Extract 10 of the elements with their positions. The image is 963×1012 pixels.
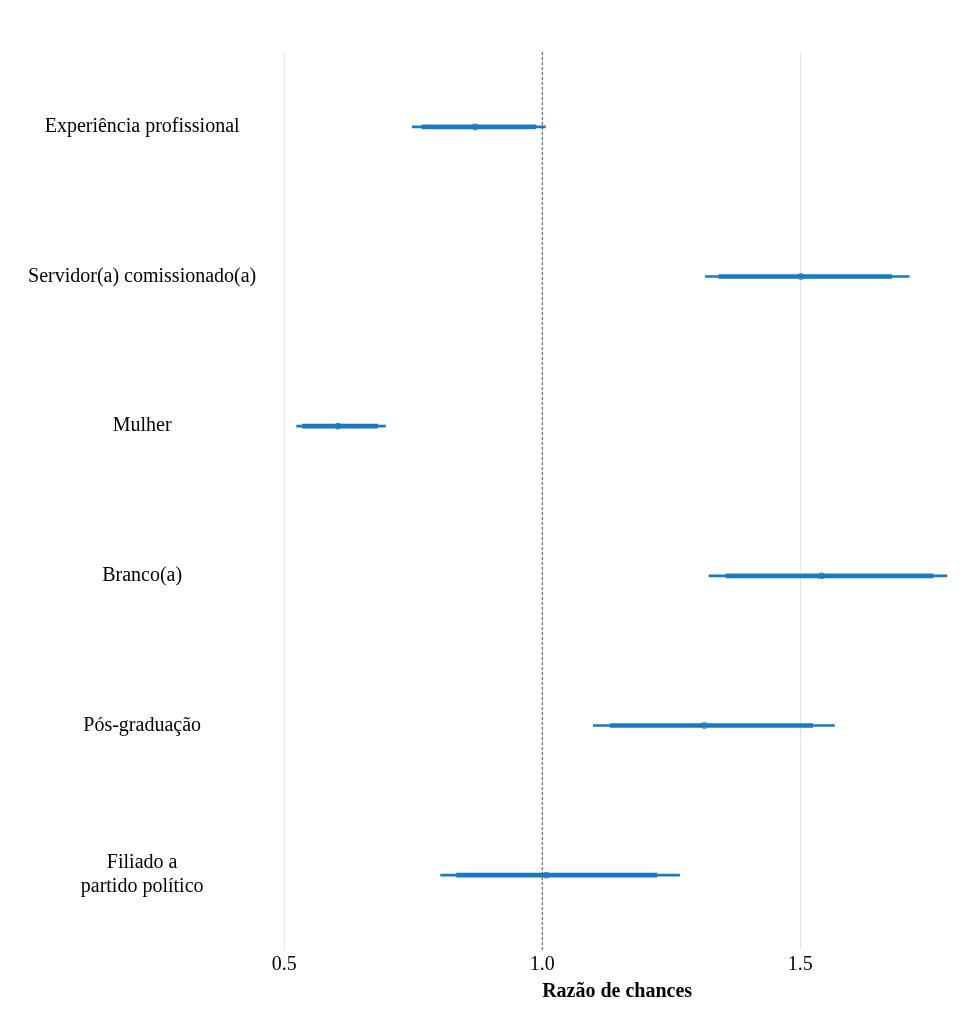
y-tick-label: Branco(a) <box>102 563 183 587</box>
x-tick-label: 1.0 <box>529 952 555 975</box>
y-tick-label: Experiência profissional <box>44 114 241 138</box>
y-tick-label: Pós-graduação <box>83 712 201 736</box>
y-tick-label: Servidor(a) comissionado(a) <box>28 263 257 287</box>
x-tick-label: 1.5 <box>787 952 813 975</box>
y-tick-label: Mulher <box>112 413 172 436</box>
x-tick-label: 0.5 <box>271 952 297 975</box>
y-tick-label: Filiado a partido político <box>80 850 204 898</box>
x-axis-title: Razão de chances <box>542 979 693 1002</box>
